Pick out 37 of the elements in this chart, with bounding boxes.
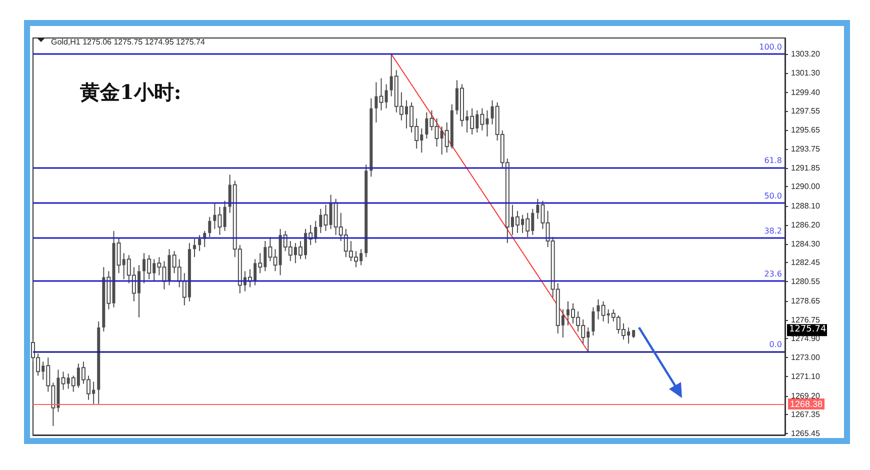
y-tick-label: 1288.10 xyxy=(791,201,820,210)
y-tick-label: 1293.75 xyxy=(791,144,820,154)
text: 1275.74 xyxy=(789,324,826,335)
y-tick-label: 1269.20 xyxy=(791,391,820,400)
y-tick-label: 1265.45 xyxy=(791,428,820,438)
candlestick xyxy=(193,238,196,258)
y-tick-label: 1291.85 xyxy=(791,164,820,173)
candlestick xyxy=(384,84,388,109)
y-tick-label: 1278.65 xyxy=(791,296,820,306)
y-tick-label: 1299.40 xyxy=(791,88,820,97)
y-tick-label: 1271.10 xyxy=(791,372,820,382)
y-tick-label: 1280.55 xyxy=(791,277,820,286)
y-tick-label: 1282.45 xyxy=(791,258,820,268)
y-tick-label: 1273.00 xyxy=(791,353,820,362)
annotation: 50.0 xyxy=(764,191,782,200)
annotation: 0.0 xyxy=(769,340,782,350)
ref-line-label: 1268.38 xyxy=(790,399,823,410)
annotation: 100.0 xyxy=(759,42,782,52)
y-tick-label: 1276.75 xyxy=(791,315,820,324)
y-tick-label: 1301.30 xyxy=(791,68,820,78)
chart-title: Gold,H1 1275.06 1275.75 1274.95 1275.74 xyxy=(51,38,206,46)
candlestick xyxy=(223,200,226,232)
candlestick xyxy=(208,216,212,238)
annotation: 38.2 xyxy=(764,226,782,236)
y-tick-label: 1295.65 xyxy=(791,125,820,134)
y-tick-label: 1286.20 xyxy=(791,220,820,230)
annotation: 61.8 xyxy=(764,156,782,166)
y-tick-label: 1303.20 xyxy=(791,50,820,59)
candlestick xyxy=(592,306,595,336)
annotation: 黄金1小时: xyxy=(79,80,182,104)
y-tick-label: 1284.30 xyxy=(791,240,820,249)
candlestick xyxy=(198,234,202,252)
y-tick-label: 1267.35 xyxy=(791,410,820,419)
y-tick-label: 1297.55 xyxy=(791,106,820,116)
annotation: 23.6 xyxy=(764,270,782,279)
y-tick-label: 1274.90 xyxy=(791,334,820,344)
y-tick-label: 1290.00 xyxy=(791,182,820,192)
